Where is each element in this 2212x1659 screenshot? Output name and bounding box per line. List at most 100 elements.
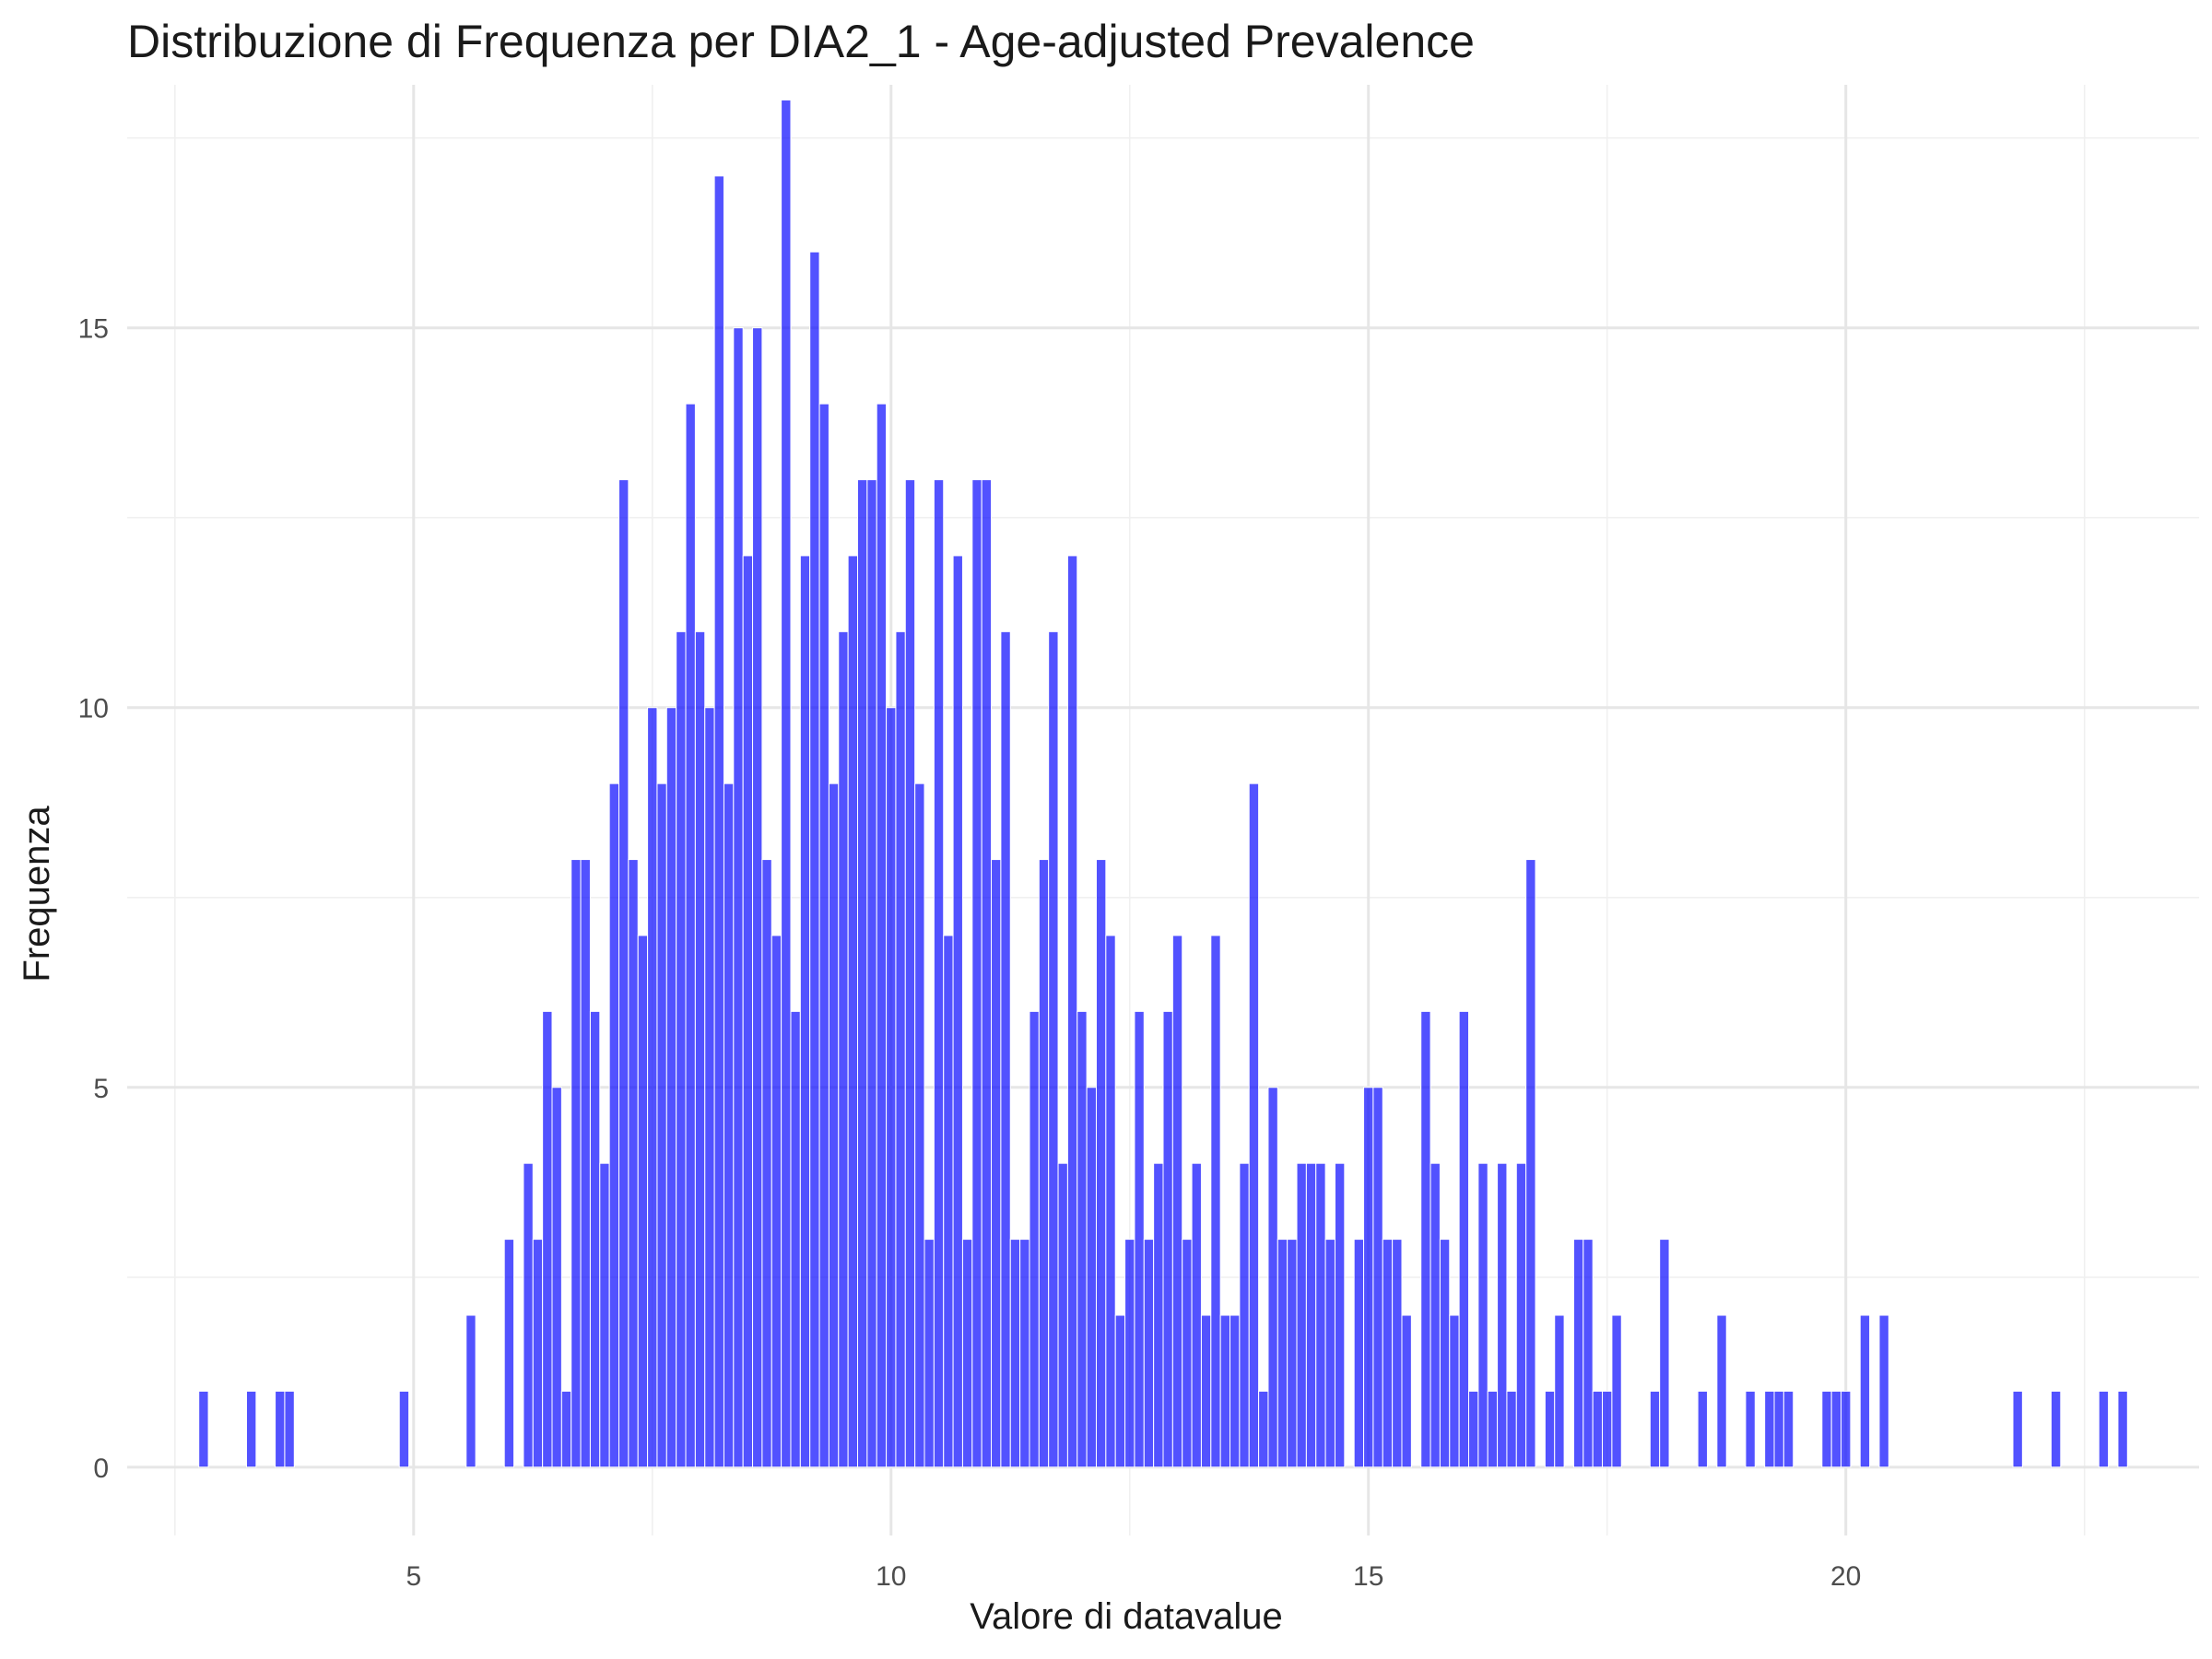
histogram-bar [838,630,849,1468]
histogram-bar [1077,1010,1088,1468]
histogram-bar [1124,1239,1135,1468]
histogram-bar [2012,1390,2023,1468]
histogram-bar [2098,1390,2110,1468]
histogram-bar [1515,1162,1527,1468]
histogram-bar [532,1239,544,1468]
histogram-bar [886,707,897,1468]
histogram-bar [608,782,620,1468]
x-axis-title: Valore di datavalue [970,1596,1283,1637]
histogram-bar [1583,1239,1594,1468]
histogram-bar [1878,1314,1889,1468]
histogram-bar [790,1010,801,1468]
histogram-bar [1783,1390,1794,1468]
histogram-bar [1420,1010,1431,1468]
histogram-bar [599,1162,610,1468]
histogram-bar [542,1010,553,1468]
histogram-bar [1305,1162,1317,1468]
histogram-bar [1468,1390,1479,1468]
histogram-bar [694,630,706,1468]
histogram-bar [465,1314,477,1468]
histogram-bar [1697,1390,1708,1468]
histogram-bar [866,479,877,1468]
histogram-bar [1009,1239,1021,1468]
histogram-bar [1057,1162,1068,1468]
histogram-bar [1086,1087,1097,1468]
histogram-bar [1287,1239,1298,1468]
histogram-bar [828,782,840,1468]
histogram-bar [1487,1390,1499,1468]
histogram-bar [1506,1390,1517,1468]
histogram-bar [1038,859,1050,1468]
histogram-bar [924,1239,935,1468]
histogram-bar [1134,1010,1145,1468]
histogram-bar [1773,1390,1784,1468]
histogram-bar [971,479,982,1468]
y-tick-label: 5 [93,1074,109,1104]
y-axis-tick-labels: 0 5 10 15 [78,314,109,1484]
histogram-bar [628,859,639,1468]
histogram-bar [1382,1239,1394,1468]
histogram-bar [1525,859,1536,1468]
histogram-bar [198,1390,209,1468]
histogram-bar [1821,1390,1832,1468]
histogram-bar [1363,1087,1374,1468]
histogram-bar [503,1239,515,1468]
histogram-bar [2050,1390,2062,1468]
histogram-bar [1248,782,1260,1468]
histogram-bar [713,175,724,1468]
x-tick-label: 15 [1353,1561,1383,1592]
histogram-bar [1296,1162,1307,1468]
histogram-bar [1000,630,1011,1468]
histogram-bar [398,1390,410,1468]
histogram-bar [1019,1239,1030,1468]
histogram-bar [571,859,582,1468]
histogram-bar [523,1162,534,1468]
histogram-bar [895,630,906,1468]
histogram-bar [1066,555,1078,1468]
histogram-bar [1334,1162,1346,1468]
histogram-bar [1392,1239,1403,1468]
histogram-bar [704,707,715,1468]
histogram-bar [1716,1314,1727,1468]
histogram-bar [761,859,772,1468]
histogram-bar [647,707,658,1468]
histogram-bar [637,935,649,1468]
histogram-bar [781,99,792,1468]
histogram-bar [1353,1239,1365,1468]
bars [198,99,2128,1468]
histogram-bar [1267,1087,1278,1468]
histogram-bar [1859,1314,1871,1468]
histogram-bar [656,782,667,1468]
histogram-bar [1764,1390,1775,1468]
histogram-bar [847,555,859,1468]
histogram-bar [1544,1390,1556,1468]
histogram-bar [742,555,754,1468]
histogram-bar [1401,1314,1412,1468]
histogram-bar [809,251,820,1468]
histogram-bar [1105,935,1116,1468]
histogram-bar [952,555,963,1468]
histogram-bar [904,479,916,1468]
histogram-bar [1572,1239,1584,1468]
histogram-bar [933,479,945,1468]
histogram-bar [580,859,591,1468]
y-tick-label: 0 [93,1453,109,1484]
histogram-bar [1611,1314,1622,1468]
histogram-bar [752,327,763,1468]
histogram-bar [665,707,677,1468]
histogram-bar [275,1390,286,1468]
x-tick-label: 20 [1830,1561,1861,1592]
histogram-bar [1477,1162,1488,1468]
histogram-bar [1430,1162,1441,1468]
histogram-bar [1029,1010,1040,1468]
histogram-bar [1153,1162,1164,1468]
histogram-bar [1191,1162,1202,1468]
histogram-bar [1048,630,1059,1468]
histogram-bar [961,1239,973,1468]
x-axis-tick-labels: 5 10 15 20 [406,1561,1861,1592]
histogram-bar [1649,1390,1661,1468]
histogram-bar [943,935,954,1468]
y-tick-label: 15 [78,314,109,345]
histogram-bar [1372,1087,1383,1468]
histogram-bar [733,327,744,1468]
